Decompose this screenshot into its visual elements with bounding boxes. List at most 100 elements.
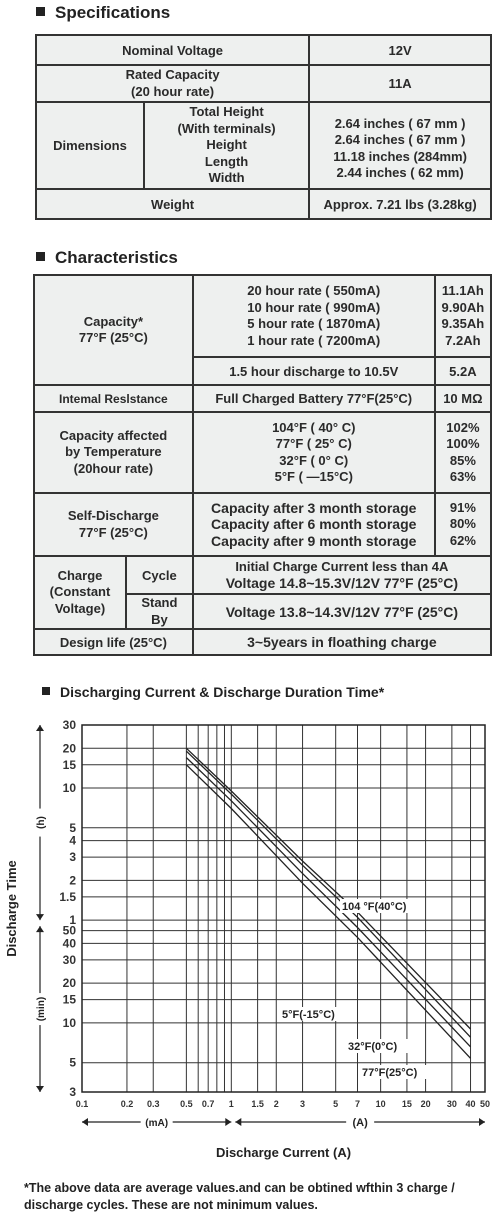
chart-grid	[81, 724, 486, 1093]
x-tick-label: 0.5	[180, 1099, 193, 1109]
y-tick-label-minutes: 40	[63, 936, 77, 950]
series-label-bg	[360, 1065, 430, 1079]
y-tick-label-minutes: 50	[63, 924, 77, 938]
x-tick-label: 0.3	[147, 1099, 160, 1109]
hours-bracket-bg	[33, 808, 47, 837]
chart-section-title: Discharging Current & Discharge Duration…	[42, 684, 384, 700]
series-label: 5°F(-15°C)	[282, 1009, 335, 1021]
charge-label: Charge (Constant Voltage)	[33, 555, 127, 630]
self-discharge-storage: Capacity after 3 month storage Capacity …	[191, 492, 436, 557]
arrow-down-icon	[36, 914, 44, 921]
y-tick-label-hours: 1.5	[59, 890, 76, 904]
x-tick-label: 40	[466, 1099, 476, 1109]
arrow-up-icon	[36, 725, 44, 731]
series-label-bg	[340, 899, 424, 913]
ma-bracket-bg	[140, 1115, 173, 1129]
internal-resistance-value: 10 MΩ	[433, 384, 493, 413]
y-tick-label-minutes: 15	[63, 993, 77, 1007]
charge-standby-label: Stand By	[125, 593, 194, 630]
y-tick-label-hours: 10	[63, 781, 77, 795]
design-life-value: 3~5years in floathing charge	[191, 628, 493, 656]
series-line	[185, 747, 471, 1030]
self-discharge-label: Self-Discharge 77°F (25°C)	[33, 492, 194, 557]
series-line	[185, 764, 471, 1059]
discharge-label: 1.5 hour discharge to 10.5V	[191, 356, 436, 386]
a-unit-label: (A)	[353, 1117, 369, 1129]
x-tick-label: 0.7	[202, 1099, 215, 1109]
x-tick-label: 20	[421, 1099, 431, 1109]
capacity-label: Capacity* 77°F (25°C)	[33, 274, 194, 386]
internal-resistance-label: Intemal Reslstance	[33, 384, 194, 413]
capacity-rates: 20 hour rate ( 550mA) 10 hour rate ( 990…	[191, 274, 436, 358]
arrow-left-icon	[235, 1118, 242, 1126]
y-tick-label-minutes: 30	[63, 953, 77, 967]
characteristics-table: Capacity* 77°F (25°C) 20 hour rate ( 550…	[33, 274, 493, 656]
x-tick-label: 0.2	[121, 1099, 134, 1109]
x-tick-label: 2	[274, 1099, 279, 1109]
nominal-voltage-label: Nominal Voltage	[34, 34, 311, 66]
series-line	[185, 757, 471, 1048]
series-label-bg	[280, 1007, 350, 1021]
chart-labels: 104 °F(40°C) 77°F(25°C) 32°F(0°C) 5°F(-15°C…	[4, 725, 485, 1160]
x-tick-label: 1	[229, 1099, 234, 1109]
dimensions-sublabels: Total Height (With terminals) Height Len…	[142, 101, 311, 190]
y-axis-label: Discharge Time	[4, 860, 19, 957]
specifications-table: Nominal Voltage 12V Rated Capacity (20 h…	[34, 34, 492, 220]
dimensions-values: 2.64 inches ( 67 mm ) 2.64 inches ( 67 m…	[308, 101, 492, 190]
weight-label: Weight	[34, 188, 311, 220]
rated-capacity-value: 11A	[308, 64, 492, 103]
arrow-right-icon	[225, 1118, 232, 1126]
internal-resistance-condition: Full Charged Battery 77°F(25°C)	[191, 384, 436, 413]
y-tick-label-hours: 5	[69, 821, 76, 835]
minutes-unit-label: (min)	[36, 997, 47, 1021]
capacity-values: 11.1Ah 9.90Ah 9.35Ah 7.2Ah	[433, 274, 493, 358]
bullet-square-icon	[36, 252, 45, 262]
x-tick-label: 15	[402, 1099, 412, 1109]
x-tick-label: 1.5	[251, 1099, 264, 1109]
series-line	[185, 750, 471, 1038]
y-tick-label-minutes: 3	[69, 1085, 76, 1099]
specifications-title: Specifications	[36, 3, 170, 23]
footnote: *The above data are average values.and c…	[24, 1181, 455, 1212]
series-label: 32°F(0°C)	[348, 1041, 397, 1053]
hours-unit-label: (h)	[36, 816, 47, 829]
arrow-left-icon	[82, 1118, 88, 1126]
x-tick-label: 3	[300, 1099, 305, 1109]
x-tick-label: 5	[333, 1099, 338, 1109]
chart-ticks: 0.1 0.2 0.3 0.5 0.7 1 1.5 2 3 5 7 10 15 20 30 40 5030201…	[59, 718, 490, 1109]
y-tick-label-hours: 20	[63, 741, 77, 755]
nominal-voltage-value: 12V	[308, 34, 492, 66]
series-label: 77°F(25°C)	[362, 1067, 418, 1079]
plot-frame	[81, 724, 486, 1093]
self-discharge-values: 91% 80% 62%	[433, 492, 493, 557]
y-tick-label-hours: 2	[69, 873, 76, 887]
bullet-square-icon	[36, 7, 45, 17]
x-tick-label: 7	[355, 1099, 360, 1109]
arrow-down-icon	[36, 1086, 44, 1092]
x-tick-label: 10	[376, 1099, 386, 1109]
weight-value: Approx. 7.21 lbs (3.28kg)	[308, 188, 492, 220]
y-tick-label-minutes: 20	[63, 976, 77, 990]
discharge-chart: 0.1 0.2 0.3 0.5 0.7 1 1.5 2 3 5 7 10 15 20 30 40 5030201…	[4, 718, 490, 1160]
x-tick-label: 0.1	[76, 1099, 89, 1109]
arrow-right-icon	[479, 1118, 485, 1126]
a-bracket-bg	[346, 1115, 375, 1129]
x-tick-label: 50	[480, 1099, 490, 1109]
temperature-percents: 102% 100% 85% 63%	[433, 411, 493, 494]
y-tick-label-hours: 15	[63, 758, 77, 772]
bullet-square-icon	[42, 687, 50, 696]
y-tick-label-minutes: 10	[63, 1016, 77, 1030]
y-tick-label-minutes: 5	[69, 1056, 76, 1070]
temperature-values-list: 104°F ( 40° C) 77°F ( 25° C) 32°F ( 0° C…	[191, 411, 436, 494]
temperature-label: Capacity affected by Temperature (20hour…	[33, 411, 194, 494]
ma-unit-label: (mA)	[145, 1118, 168, 1129]
y-tick-label-hours: 3	[69, 850, 76, 864]
y-tick-label-hours: 4	[69, 834, 76, 848]
discharge-value: 5.2A	[433, 356, 493, 386]
dimensions-label: Dimensions	[35, 101, 145, 190]
minutes-bracket-bg	[33, 993, 47, 1026]
x-tick-label: 30	[447, 1099, 457, 1109]
y-tick-label-hours: 1	[69, 913, 76, 927]
y-tick-label-hours: 30	[63, 718, 77, 732]
chart-curves	[185, 747, 471, 1059]
